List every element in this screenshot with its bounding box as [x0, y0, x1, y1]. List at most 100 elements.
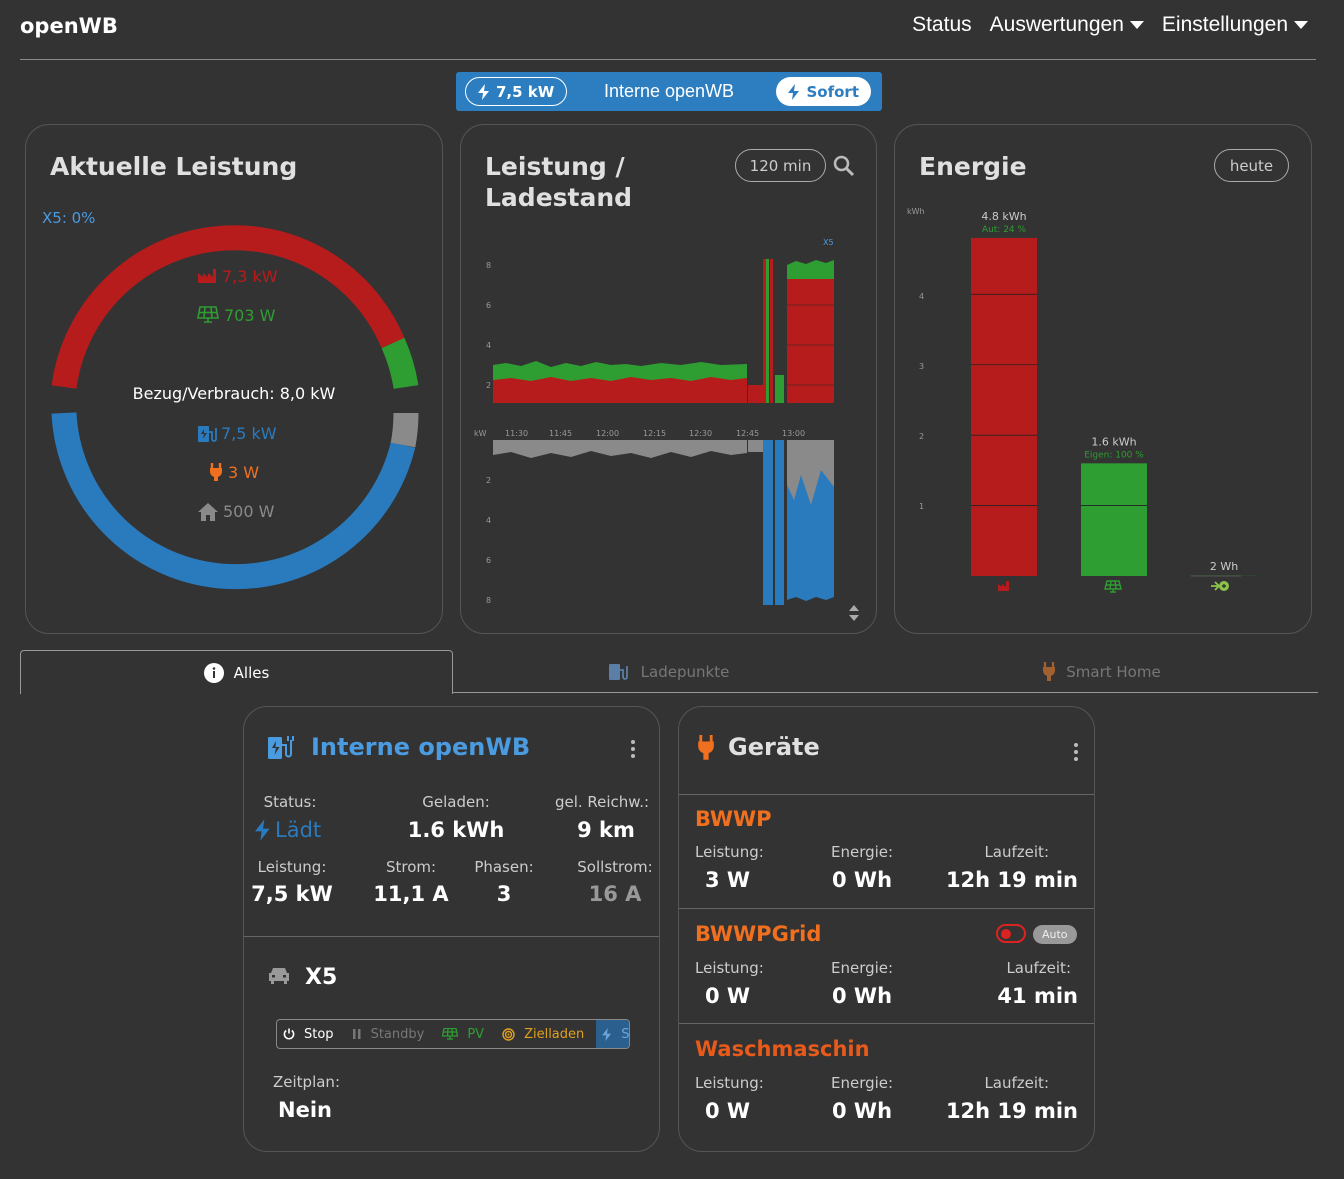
mode-pv[interactable]: PV — [436, 1020, 496, 1048]
device-name[interactable]: BWWP — [695, 807, 772, 831]
mode-standby[interactable]: Standby — [346, 1020, 437, 1048]
mode-stop[interactable]: Stop — [277, 1020, 346, 1048]
soc-legend: X5 — [823, 238, 834, 247]
chargepoint-title: Interne openWB — [311, 733, 531, 761]
donut-pv-segment — [381, 337, 419, 390]
nav-status-label: Status — [912, 13, 972, 36]
device-power-value: 0 W — [705, 1099, 751, 1123]
device-energy-label: Energie: — [831, 959, 894, 977]
history-charge-pv — [787, 260, 834, 283]
history-title-line2: Ladestand — [485, 183, 633, 212]
period-button[interactable]: heute — [1214, 149, 1289, 182]
sort-icon[interactable] — [848, 605, 860, 621]
cp-power-label: Leistung: — [257, 858, 327, 876]
brand-logo[interactable]: openWB — [20, 14, 118, 38]
charged-label: Geladen: — [422, 793, 490, 811]
device-energy-label: Energie: — [831, 1074, 894, 1092]
mode-sofort[interactable]: Sofort — [596, 1020, 629, 1048]
more-menu-icon[interactable] — [631, 740, 637, 758]
nav-status[interactable]: Status — [912, 13, 972, 37]
solar-panel-icon — [197, 306, 219, 323]
vehicle-name[interactable]: X5 — [305, 965, 338, 990]
range-button[interactable]: 120 min — [735, 149, 826, 182]
energy-card: Energie heute kWh 4 3 2 1 4.8 kWh Aut: 24… — [894, 124, 1312, 634]
device-runtime-label: Laufzeit: — [984, 843, 1049, 861]
power-device-value: 3 W — [228, 463, 260, 482]
caret-down-icon — [1129, 21, 1144, 29]
solar-panel-icon — [1104, 580, 1122, 593]
history-card: Leistung / Ladestand 120 min 8 6 4 2 kW … — [460, 124, 877, 634]
device-name[interactable]: BWWPGrid — [695, 922, 822, 946]
caret-down-icon — [1294, 21, 1308, 29]
info-icon — [203, 662, 224, 683]
power-center-label: Bezug/Verbrauch: 8,0 kW — [132, 384, 336, 403]
tab-alles[interactable]: Alles — [20, 650, 453, 694]
y-tick: 2 — [919, 432, 924, 441]
chargepoint-summary-bar[interactable]: 7,5 kW Interne openWB Sofort — [456, 72, 882, 111]
x-tick: 12:00 — [596, 429, 619, 438]
device-name[interactable]: Waschmaschin — [695, 1037, 870, 1061]
x-tick: 12:45 — [736, 429, 759, 438]
mode-zielladen[interactable]: Zielladen — [496, 1020, 596, 1048]
power-icon — [283, 1028, 295, 1040]
unit-label: kW — [474, 429, 487, 438]
house-icon — [198, 503, 218, 521]
y-tick: 4 — [919, 292, 924, 301]
plug-icon — [1043, 661, 1056, 681]
y-tick: 4 — [486, 341, 491, 350]
nav-einstellungen[interactable]: Einstellungen — [1162, 13, 1308, 37]
charge-mode-selector: Stop Standby PV Zielladen Sofort — [276, 1019, 630, 1049]
device-runtime-label: Laufzeit: — [1006, 959, 1071, 977]
range-value: 9 km — [577, 818, 635, 842]
auto-badge: Auto — [1033, 925, 1077, 944]
energy-chart: kWh 4 3 2 1 4.8 kWh Aut: 24 % 1.6 kWh Eigen… — [907, 207, 1257, 593]
x-tick: 11:30 — [505, 429, 528, 438]
power-pill-value: 7,5 kW — [496, 82, 555, 101]
charged-value: 1.6 kWh — [407, 818, 505, 842]
plug-icon — [698, 735, 714, 760]
power-pv-value: 703 W — [224, 306, 276, 325]
factory-icon — [198, 269, 216, 283]
bolt-icon — [255, 819, 270, 841]
divider — [679, 908, 1094, 909]
divider — [679, 1023, 1094, 1024]
topbar-title: Interne openWB — [603, 81, 735, 101]
devices-title: Geräte — [728, 733, 820, 761]
tab-bar: Alles Ladepunkte Smart Home — [20, 650, 1318, 694]
target-icon — [502, 1027, 515, 1041]
tab-alles-label: Alles — [233, 663, 270, 682]
phases-label: Phasen: — [474, 858, 534, 876]
chargepoint-card: Interne openWB Status: Lädt Geladen: 1.6… — [243, 706, 660, 1152]
current-value: 11,1 A — [373, 882, 449, 906]
device-power-label: Leistung: — [695, 1074, 764, 1092]
history-charge-grid — [787, 279, 834, 403]
y-tick: 3 — [919, 362, 924, 371]
divider — [244, 936, 659, 937]
power-pill: 7,5 kW — [465, 77, 568, 106]
nav-auswertungen[interactable]: Auswertungen — [990, 13, 1144, 37]
device-toggle-switch[interactable] — [996, 924, 1026, 943]
energy-value-label: 4.8 kWh — [981, 210, 1026, 223]
history-card-title: Leistung / Ladestand — [485, 151, 632, 213]
more-menu-icon[interactable] — [1074, 743, 1080, 761]
charging-station-icon — [268, 736, 294, 759]
history-title-line1: Leistung / — [485, 152, 625, 181]
plug-icon — [210, 463, 222, 481]
energy-bar — [1081, 463, 1147, 576]
zoom-icon[interactable] — [833, 155, 855, 177]
charge-plug-icon — [1211, 581, 1229, 591]
mode-pv-label: PV — [467, 1026, 485, 1042]
device-power-label: Leistung: — [695, 959, 764, 977]
nav-einstellungen-label: Einstellungen — [1161, 13, 1288, 36]
history-gap-bar — [748, 385, 763, 403]
energy-sub-label: Eigen: 100 % — [1084, 450, 1144, 460]
y-tick: 8 — [486, 596, 491, 605]
donut-house-segment — [390, 412, 419, 448]
soc-label: X5: 0% — [42, 209, 96, 227]
tab-smart-home[interactable]: Smart Home — [885, 650, 1318, 693]
charging-station-icon — [608, 663, 628, 680]
power-grid-value: 7,3 kW — [222, 267, 278, 286]
history-house-area — [493, 440, 747, 458]
tab-ladepunkte[interactable]: Ladepunkte — [453, 650, 885, 693]
pause-icon — [352, 1029, 361, 1039]
